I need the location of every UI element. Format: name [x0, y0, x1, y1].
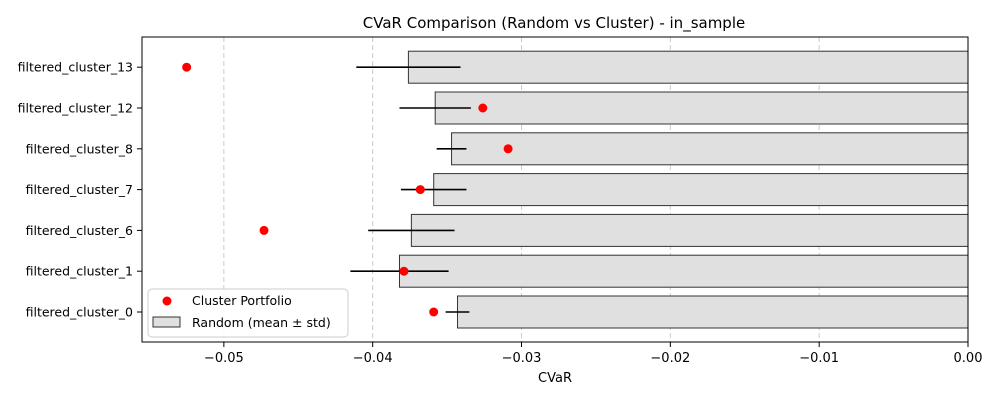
x-tick-label: −0.05: [204, 351, 244, 366]
y-tick-label-filtered_cluster_6: filtered_cluster_6: [26, 223, 133, 238]
bar-filtered_cluster_6: [410, 213, 969, 247]
x-ticks: −0.05 −0.04 −0.03 −0.02 −0.01 0.00: [204, 342, 983, 366]
bars: [398, 50, 969, 329]
y-tick-label-filtered_cluster_13: filtered_cluster_13: [18, 60, 133, 75]
cluster-points: [182, 62, 513, 317]
point-filtered_cluster_0: [429, 307, 439, 317]
point-filtered_cluster_1: [399, 266, 409, 276]
legend-box: [147, 288, 349, 338]
x-tick-label: 0.00: [954, 351, 983, 366]
legend-swatch-random: [152, 316, 181, 328]
point-filtered_cluster_13: [182, 62, 192, 72]
bar-filtered_cluster_8: [451, 132, 969, 166]
legend: Cluster Portfolio Random (mean ± std): [147, 288, 349, 338]
legend-marker-cluster: [162, 296, 172, 306]
point-filtered_cluster_8: [503, 144, 513, 154]
bar-filtered_cluster_0: [457, 295, 969, 329]
x-tick-label: −0.03: [502, 351, 542, 366]
legend-label-cluster: Cluster Portfolio: [192, 293, 292, 308]
point-filtered_cluster_12: [478, 103, 488, 113]
y-tick-label-filtered_cluster_8: filtered_cluster_8: [26, 141, 133, 156]
x-tick-label: −0.02: [650, 351, 690, 366]
bar-filtered_cluster_1: [398, 254, 969, 288]
y-tick-label-filtered_cluster_7: filtered_cluster_7: [26, 182, 133, 197]
y-tick-label-filtered_cluster_12: filtered_cluster_12: [18, 101, 133, 116]
legend-label-random: Random (mean ± std): [192, 315, 331, 330]
y-tick-label-filtered_cluster_0: filtered_cluster_0: [26, 305, 133, 320]
point-filtered_cluster_7: [415, 185, 425, 195]
chart-title: CVaR Comparison (Random vs Cluster) - in…: [363, 14, 745, 33]
y-tick-label-filtered_cluster_1: filtered_cluster_1: [26, 264, 133, 279]
bar-filtered_cluster_13: [407, 50, 969, 84]
x-tick-label: −0.01: [799, 351, 839, 366]
bar-filtered_cluster_7: [433, 173, 969, 207]
x-tick-label: −0.04: [353, 351, 393, 366]
x-axis-label: CVaR: [538, 371, 572, 386]
y-tick-labels: filtered_cluster_0 filtered_cluster_1 filt…: [18, 60, 142, 320]
point-filtered_cluster_6: [259, 225, 269, 235]
bar-filtered_cluster_12: [434, 91, 969, 125]
